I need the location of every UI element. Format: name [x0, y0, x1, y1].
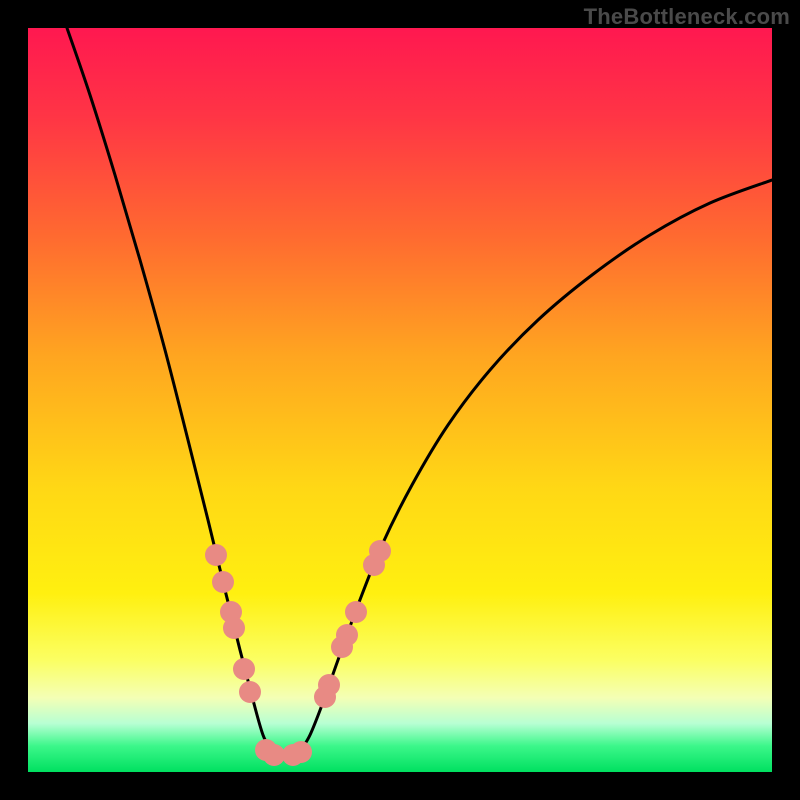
data-marker	[205, 544, 227, 566]
watermark-text: TheBottleneck.com	[584, 4, 790, 30]
data-marker	[336, 624, 358, 646]
data-marker	[212, 571, 234, 593]
data-marker	[318, 674, 340, 696]
plot-background	[28, 28, 772, 772]
data-marker	[263, 744, 285, 766]
data-marker	[233, 658, 255, 680]
data-marker	[223, 617, 245, 639]
data-marker	[290, 741, 312, 763]
data-marker	[345, 601, 367, 623]
data-marker	[239, 681, 261, 703]
data-marker	[369, 540, 391, 562]
bottleneck-chart-svg	[0, 0, 800, 800]
chart-stage: TheBottleneck.com	[0, 0, 800, 800]
